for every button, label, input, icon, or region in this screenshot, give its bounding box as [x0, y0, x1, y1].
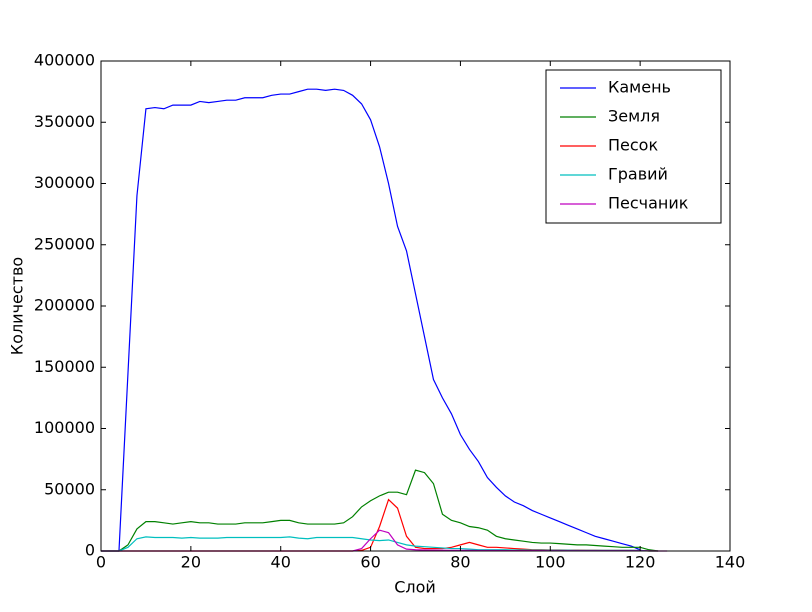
- x-tick-label: 120: [625, 553, 656, 572]
- x-tick-label: 20: [181, 553, 201, 572]
- legend-label: Песок: [608, 136, 658, 155]
- x-axis-label: Слой: [394, 578, 436, 597]
- x-tick-label: 60: [360, 553, 380, 572]
- series-line: [101, 88, 641, 552]
- y-tick-label: 150000: [34, 357, 95, 376]
- x-tick-label: 0: [96, 553, 106, 572]
- legend-label: Земля: [608, 107, 660, 126]
- y-tick-label: 350000: [34, 112, 95, 131]
- y-axis-label: Количество: [8, 257, 27, 355]
- y-tick-label: 100000: [34, 418, 95, 437]
- y-tick-label: 200000: [34, 296, 95, 315]
- y-tick-label: 50000: [44, 479, 95, 498]
- series-line: [101, 498, 659, 552]
- y-tick-label: 0: [85, 541, 95, 560]
- x-tick-label: 140: [715, 553, 746, 572]
- series-line: [101, 536, 659, 552]
- x-tick-label: 100: [535, 553, 566, 572]
- x-tick-label: 80: [450, 553, 470, 572]
- legend-label: Гравий: [608, 165, 668, 184]
- legend-label: Камень: [608, 78, 671, 97]
- plot-frame: [100, 60, 731, 552]
- legend-label: Песчаник: [608, 194, 689, 213]
- y-tick-label: 250000: [34, 234, 95, 253]
- series-line: [101, 469, 659, 552]
- y-tick-label: 400000: [34, 51, 95, 70]
- x-tick-label: 40: [271, 553, 291, 572]
- y-tick-label: 300000: [34, 173, 95, 192]
